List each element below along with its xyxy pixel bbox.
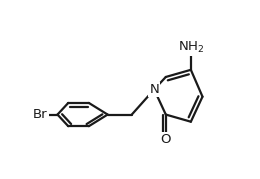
- Text: O: O: [160, 133, 171, 146]
- Text: N: N: [149, 83, 159, 96]
- Text: Br: Br: [33, 108, 48, 121]
- Text: NH$_2$: NH$_2$: [178, 40, 204, 55]
